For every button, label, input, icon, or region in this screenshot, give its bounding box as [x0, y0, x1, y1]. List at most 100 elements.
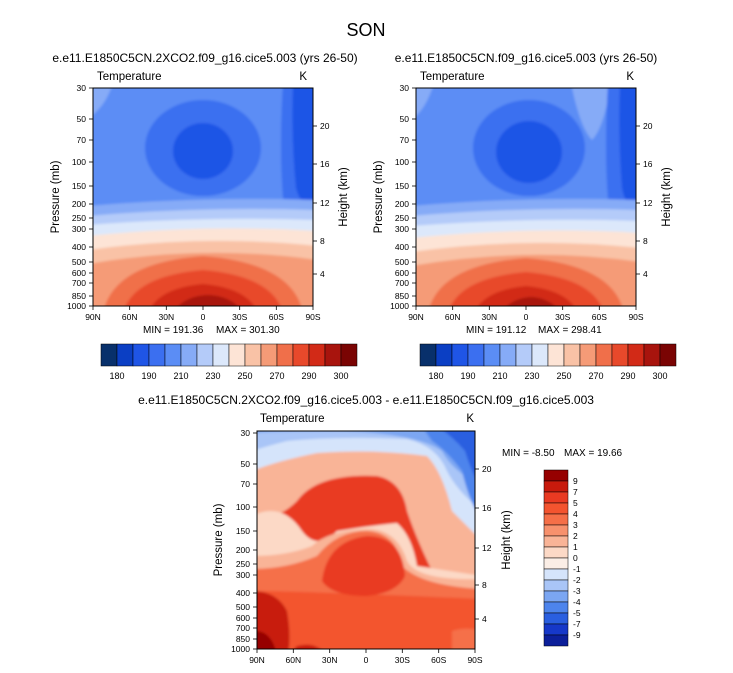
svg-text:20: 20	[643, 121, 653, 131]
max-label: MAX = 298.41	[538, 325, 602, 336]
colorbar-label: 180	[428, 371, 443, 381]
svg-text:12: 12	[320, 198, 330, 208]
svg-text:200: 200	[395, 199, 409, 209]
colorbar-swatch	[340, 343, 358, 367]
colorbar-swatch	[543, 502, 569, 515]
colorbar-swatch	[451, 343, 469, 367]
svg-text:50: 50	[77, 114, 87, 124]
colorbar-swatch	[164, 343, 182, 367]
colorbar-label: 190	[460, 371, 475, 381]
colorbar-label: 250	[237, 371, 252, 381]
svg-text:30: 30	[241, 428, 251, 438]
svg-text:60N: 60N	[445, 312, 461, 322]
colorbar-swatch	[627, 343, 645, 367]
svg-text:90S: 90S	[628, 312, 643, 322]
svg-text:700: 700	[236, 623, 250, 633]
panel-difference: e.e11.E1850C5CN.2XCO2.f09_g16.cice5.003 …	[138, 393, 622, 665]
colorbar-swatch	[643, 343, 661, 367]
colorbar-label: 250	[556, 371, 571, 381]
svg-text:16: 16	[320, 159, 330, 169]
svg-text:90S: 90S	[305, 312, 320, 322]
max-label: MAX = 301.30	[216, 325, 280, 336]
y-right-axis-label: Height (km)	[501, 510, 513, 570]
svg-text:30N: 30N	[159, 312, 175, 322]
y-left-axis: 30 50 70 100 150 200 250 300 400 500	[390, 83, 416, 311]
svg-text:8: 8	[643, 236, 648, 246]
svg-text:20: 20	[482, 464, 492, 474]
x-axis: 90N 60N 30N 0 30S 60S 90S	[249, 649, 483, 665]
colorbar-label: 230	[205, 371, 220, 381]
colorbar-label: 3	[573, 520, 578, 530]
svg-text:30N: 30N	[482, 312, 498, 322]
units-label: K	[299, 71, 307, 83]
colorbar-swatch	[180, 343, 198, 367]
colorbar-swatch	[543, 491, 569, 504]
svg-text:400: 400	[395, 242, 409, 252]
units-label: K	[626, 71, 634, 83]
colorbar-difference: 9 7 5 4 3 2 1 0 -1 -2 -3 -4 -5 -7 -9	[543, 469, 581, 647]
temperature-field-2xco2	[93, 88, 313, 306]
min-label: MIN = 191.12	[466, 325, 527, 336]
y-left-axis: 30 50 70 100 150 200 250 300 400 500	[231, 428, 257, 654]
variable-label: Temperature	[97, 71, 162, 83]
svg-text:100: 100	[236, 502, 250, 512]
svg-text:150: 150	[72, 181, 86, 191]
colorbar-label: -5	[573, 608, 581, 618]
colorbar-swatch	[543, 579, 569, 592]
colorbar-label: 230	[524, 371, 539, 381]
svg-text:70: 70	[241, 479, 251, 489]
colorbar-label: 190	[141, 371, 156, 381]
colorbar-label: 290	[620, 371, 635, 381]
colorbar-swatch	[611, 343, 629, 367]
colorbar-label: -4	[573, 597, 581, 607]
colorbar-swatch	[579, 343, 597, 367]
svg-text:700: 700	[395, 278, 409, 288]
colorbar-swatch	[547, 343, 565, 367]
colorbar-swatch	[543, 469, 569, 482]
svg-text:0: 0	[524, 312, 529, 322]
page-title: SON	[346, 20, 385, 40]
svg-text:1000: 1000	[231, 644, 250, 654]
svg-text:100: 100	[395, 157, 409, 167]
svg-text:30: 30	[77, 83, 87, 93]
svg-text:0: 0	[201, 312, 206, 322]
colorbar-swatch	[543, 590, 569, 603]
svg-text:600: 600	[395, 268, 409, 278]
colorbar-swatch	[308, 343, 326, 367]
svg-text:90S: 90S	[467, 655, 482, 665]
svg-text:16: 16	[643, 159, 653, 169]
colorbar-label: 7	[573, 487, 578, 497]
colorbar-swatch	[196, 343, 214, 367]
svg-text:30S: 30S	[232, 312, 247, 322]
colorbar-swatch	[543, 535, 569, 548]
colorbar-swatch	[543, 634, 569, 647]
colorbar-swatch	[499, 343, 517, 367]
x-axis: 90N 60N 30N 0 30S 60S 90S	[85, 306, 321, 322]
colorbar-label: -1	[573, 564, 581, 574]
svg-text:90N: 90N	[408, 312, 424, 322]
colorbar-swatch	[563, 343, 581, 367]
svg-text:8: 8	[482, 580, 487, 590]
svg-text:400: 400	[236, 588, 250, 598]
svg-text:250: 250	[72, 213, 86, 223]
variable-label: Temperature	[420, 71, 485, 83]
panel-title: e.e11.E1850C5CN.2XCO2.f09_g16.cice5.003 …	[138, 393, 594, 407]
svg-text:8: 8	[320, 236, 325, 246]
svg-text:30S: 30S	[395, 655, 410, 665]
colorbar-label: -2	[573, 575, 581, 585]
colorbar-swatch	[543, 546, 569, 559]
colorbar-label: 300	[652, 371, 667, 381]
svg-text:200: 200	[236, 545, 250, 555]
units-label: K	[466, 413, 474, 425]
colorbar-swatch	[292, 343, 310, 367]
svg-text:250: 250	[395, 213, 409, 223]
svg-text:30: 30	[400, 83, 410, 93]
colorbar-label: 300	[333, 371, 348, 381]
colorbar-swatch	[324, 343, 342, 367]
colorbar-swatch	[543, 612, 569, 625]
svg-text:4: 4	[482, 614, 487, 624]
svg-text:500: 500	[72, 257, 86, 267]
max-label: MAX = 19.66	[564, 448, 623, 459]
colorbar-swatch	[467, 343, 485, 367]
colorbar-swatch	[132, 343, 150, 367]
